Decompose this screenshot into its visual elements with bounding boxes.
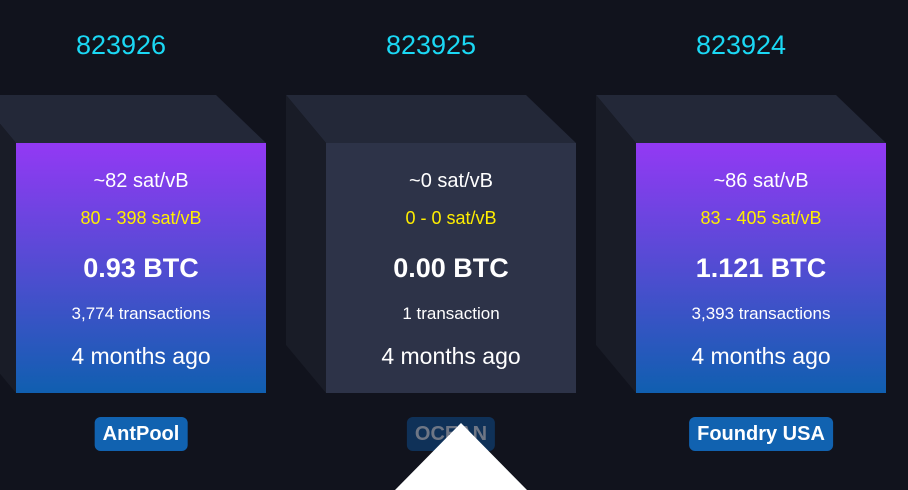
total-fees: 0.93 BTC <box>83 253 199 283</box>
block-front-face[interactable]: ~82 sat/vB 80 - 398 sat/vB 0.93 BTC 3,77… <box>16 143 266 393</box>
fee-range: 0 - 0 sat/vB <box>405 208 497 228</box>
fee-range: 80 - 398 sat/vB <box>80 208 202 228</box>
block-top-face <box>0 95 266 143</box>
block-823925[interactable]: 823925 ~0 sat/vB 0 - 0 sat/vB 0.00 BTC 1… <box>286 0 596 490</box>
block-front-face[interactable]: ~86 sat/vB 83 - 405 sat/vB 1.121 BTC 3,3… <box>636 143 886 393</box>
block-823924[interactable]: 823924 ~86 sat/vB 83 - 405 sat/vB 1.121 … <box>596 0 906 490</box>
block-front-face[interactable]: ~0 sat/vB 0 - 0 sat/vB 0.00 BTC 1 transa… <box>326 143 576 393</box>
block-823926[interactable]: 823926 ~82 sat/vB 80 - 398 sat/vB 0.93 B… <box>0 0 286 490</box>
block-time: 4 months ago <box>691 343 831 369</box>
tx-count: 3,774 transactions <box>71 304 211 323</box>
block-time: 4 months ago <box>71 343 211 369</box>
tx-count: 1 transaction <box>402 304 500 323</box>
total-fees: 0.00 BTC <box>393 253 509 283</box>
pool-badge[interactable]: AntPool <box>94 417 188 451</box>
pool-badge[interactable]: Foundry USA <box>689 417 833 451</box>
block-side-face <box>0 95 16 393</box>
tx-count: 3,393 transactions <box>691 304 831 323</box>
block-top-face <box>286 95 576 143</box>
block-time: 4 months ago <box>381 343 521 369</box>
total-fees: 1.121 BTC <box>695 253 827 283</box>
median-fee: ~86 sat/vB <box>713 170 809 192</box>
block-height[interactable]: 823926 <box>75 30 167 60</box>
block-height[interactable]: 823924 <box>695 30 787 60</box>
block-side-face <box>596 95 636 393</box>
block-height[interactable]: 823925 <box>385 30 477 60</box>
block-side-face <box>286 95 326 393</box>
block-top-face <box>596 95 886 143</box>
fee-range: 83 - 405 sat/vB <box>700 208 822 228</box>
median-fee: ~0 sat/vB <box>409 170 493 192</box>
median-fee: ~82 sat/vB <box>93 170 189 192</box>
